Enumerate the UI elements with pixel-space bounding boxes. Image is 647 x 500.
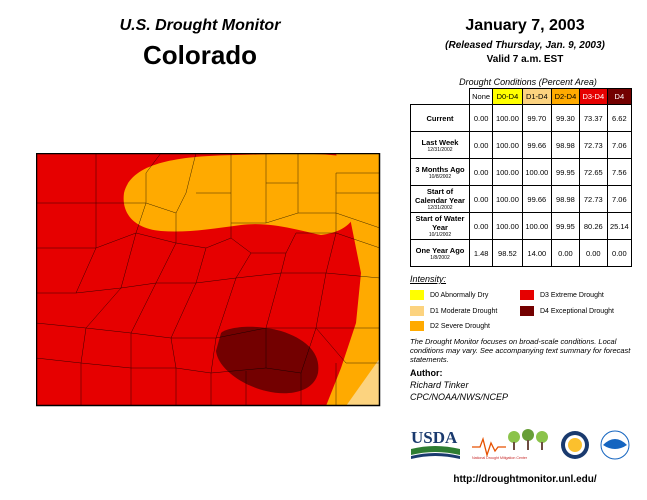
table-cell: 14.00 [521, 239, 553, 267]
table-cell: 72.65 [578, 158, 608, 186]
d4-exceptional-region [216, 326, 319, 394]
col-none: None [468, 88, 494, 105]
legend-label: D2 Severe Drought [430, 322, 490, 330]
organization-title: U.S. Drought Monitor [119, 17, 281, 34]
table-cell: 99.66 [521, 131, 553, 159]
table-cell: 0.00 [468, 158, 494, 186]
disclaimer-text: The Drought Monitor focuses on broad-sca… [410, 337, 631, 364]
row-label: Start of Water Year 10/1/2002 [410, 212, 470, 240]
table-cell: 99.30 [551, 104, 580, 132]
table-cell: 0.00 [606, 239, 633, 267]
legend-label: D3 Extreme Drought [540, 291, 604, 299]
state-title: Colorado [142, 40, 258, 70]
table-cell: 7.06 [606, 185, 633, 213]
col-d1-d4: D1-D4 [521, 88, 553, 105]
table-header-row: None D0-D4 D1-D4 D2-D4 D3-D4 D4 [410, 88, 633, 105]
col-d3-d4: D3-D4 [578, 88, 608, 105]
usda-logo-icon: USDA [411, 428, 460, 459]
author-organization: CPC/NOAA/NWS/NCEP [410, 392, 509, 402]
legend-item-d0: D0 Abnormally Dry [410, 290, 488, 300]
legend-item-d1: D1 Moderate Drought [410, 306, 497, 316]
author-heading: Author: [410, 368, 443, 378]
legend-swatch [410, 290, 424, 300]
table-cell: 0.00 [468, 212, 494, 240]
table-cell: 72.73 [578, 185, 608, 213]
d2-severe-region-east [326, 153, 380, 406]
legend-swatch [410, 321, 424, 331]
drought-conditions-table: None D0-D4 D1-D4 D2-D4 D3-D4 D4 Current … [410, 88, 633, 267]
table-cell: 98.52 [492, 239, 523, 267]
agency-logos: USDA National Drought Mitigation Center [411, 428, 630, 460]
table-cell: 0.00 [551, 239, 580, 267]
table-row-current: Current 0.00 100.00 99.70 99.30 73.37 6.… [410, 104, 633, 132]
col-d0-d4: D0-D4 [492, 88, 523, 105]
ndmc-tree-logo-icon: National Drought Mitigation Center [472, 429, 548, 460]
colorado-drought-map [36, 153, 381, 407]
table-cell: 100.00 [492, 212, 523, 240]
table-cell: 100.00 [492, 158, 523, 186]
table-cell: 25.14 [606, 212, 633, 240]
svg-text:USDA: USDA [411, 428, 458, 447]
table-cell: 0.00 [468, 131, 494, 159]
legend-item-d4: D4 Exceptional Drought [520, 306, 614, 316]
table-cell: 0.00 [578, 239, 608, 267]
table-cell: 99.66 [521, 185, 553, 213]
col-d2-d4: D2-D4 [551, 88, 580, 105]
legend-title: Intensity: [410, 274, 447, 284]
row-label: One Year Ago 1/8/2002 [410, 239, 470, 267]
table-cell: 0.00 [468, 104, 494, 132]
table-cell: 80.26 [578, 212, 608, 240]
row-label: Start of Calendar Year 12/31/2002 [410, 185, 470, 213]
table-row-one-year-ago: One Year Ago 1/8/2002 1.48 98.52 14.00 0.… [410, 239, 633, 267]
table-cell: 100.00 [521, 158, 553, 186]
table-cell: 7.06 [606, 131, 633, 159]
table-cell: 98.98 [551, 131, 580, 159]
table-cell: 73.37 [578, 104, 608, 132]
table-cell: 100.00 [492, 185, 523, 213]
col-d4: D4 [606, 88, 633, 105]
table-cell: 99.95 [551, 212, 580, 240]
table-cell: 1.48 [468, 239, 494, 267]
author-name: Richard Tinker [410, 380, 469, 390]
table-row-start-calendar-year: Start of Calendar Year 12/31/2002 0.00 10… [410, 185, 633, 213]
table-cell: 0.00 [468, 185, 494, 213]
svg-text:National Drought Mitigation Ce: National Drought Mitigation Center [472, 456, 528, 460]
table-row-start-water-year: Start of Water Year 10/1/2002 0.00 100.00… [410, 212, 633, 240]
table-cell: 99.70 [521, 104, 553, 132]
table-row-last-week: Last Week 12/31/2002 0.00 100.00 99.66 98… [410, 131, 633, 159]
row-label: Current [410, 104, 470, 132]
table-cell: 72.73 [578, 131, 608, 159]
legend-swatch [520, 290, 534, 300]
county-boundaries [36, 153, 380, 406]
legend-swatch [520, 306, 534, 316]
table-corner [410, 88, 470, 105]
table-cell: 98.98 [551, 185, 580, 213]
table-cell: 100.00 [521, 212, 553, 240]
legend-item-d2: D2 Severe Drought [410, 321, 490, 331]
website-link[interactable]: http://droughtmonitor.unl.edu/ [453, 474, 597, 485]
d2-severe-region-north [123, 153, 366, 235]
legend-label: D0 Abnormally Dry [430, 291, 489, 299]
commerce-seal-icon [561, 431, 589, 459]
legend-label: D1 Moderate Drought [430, 307, 498, 315]
noaa-logo-icon [600, 430, 630, 460]
table-cell: 100.00 [492, 131, 523, 159]
legend-swatch [410, 306, 424, 316]
valid-time: Valid 7 a.m. EST [486, 54, 564, 65]
table-cell: 99.95 [551, 158, 580, 186]
table-cell: 7.56 [606, 158, 633, 186]
state-outline [36, 153, 381, 407]
table-cell: 100.00 [492, 104, 523, 132]
table-title: Drought Conditions (Percent Area) [459, 77, 597, 87]
map-date: January 7, 2003 [465, 17, 585, 34]
row-label: 3 Months Ago 10/8/2002 [410, 158, 470, 186]
release-note: (Released Thursday, Jan. 9, 2003) [445, 40, 605, 51]
legend-item-d3: D3 Extreme Drought [520, 290, 604, 300]
legend-label: D4 Exceptional Drought [540, 307, 614, 315]
table-row-3-months-ago: 3 Months Ago 10/8/2002 0.00 100.00 100.00… [410, 158, 633, 186]
row-label: Last Week 12/31/2002 [410, 131, 470, 159]
table-cell: 6.62 [606, 104, 633, 132]
